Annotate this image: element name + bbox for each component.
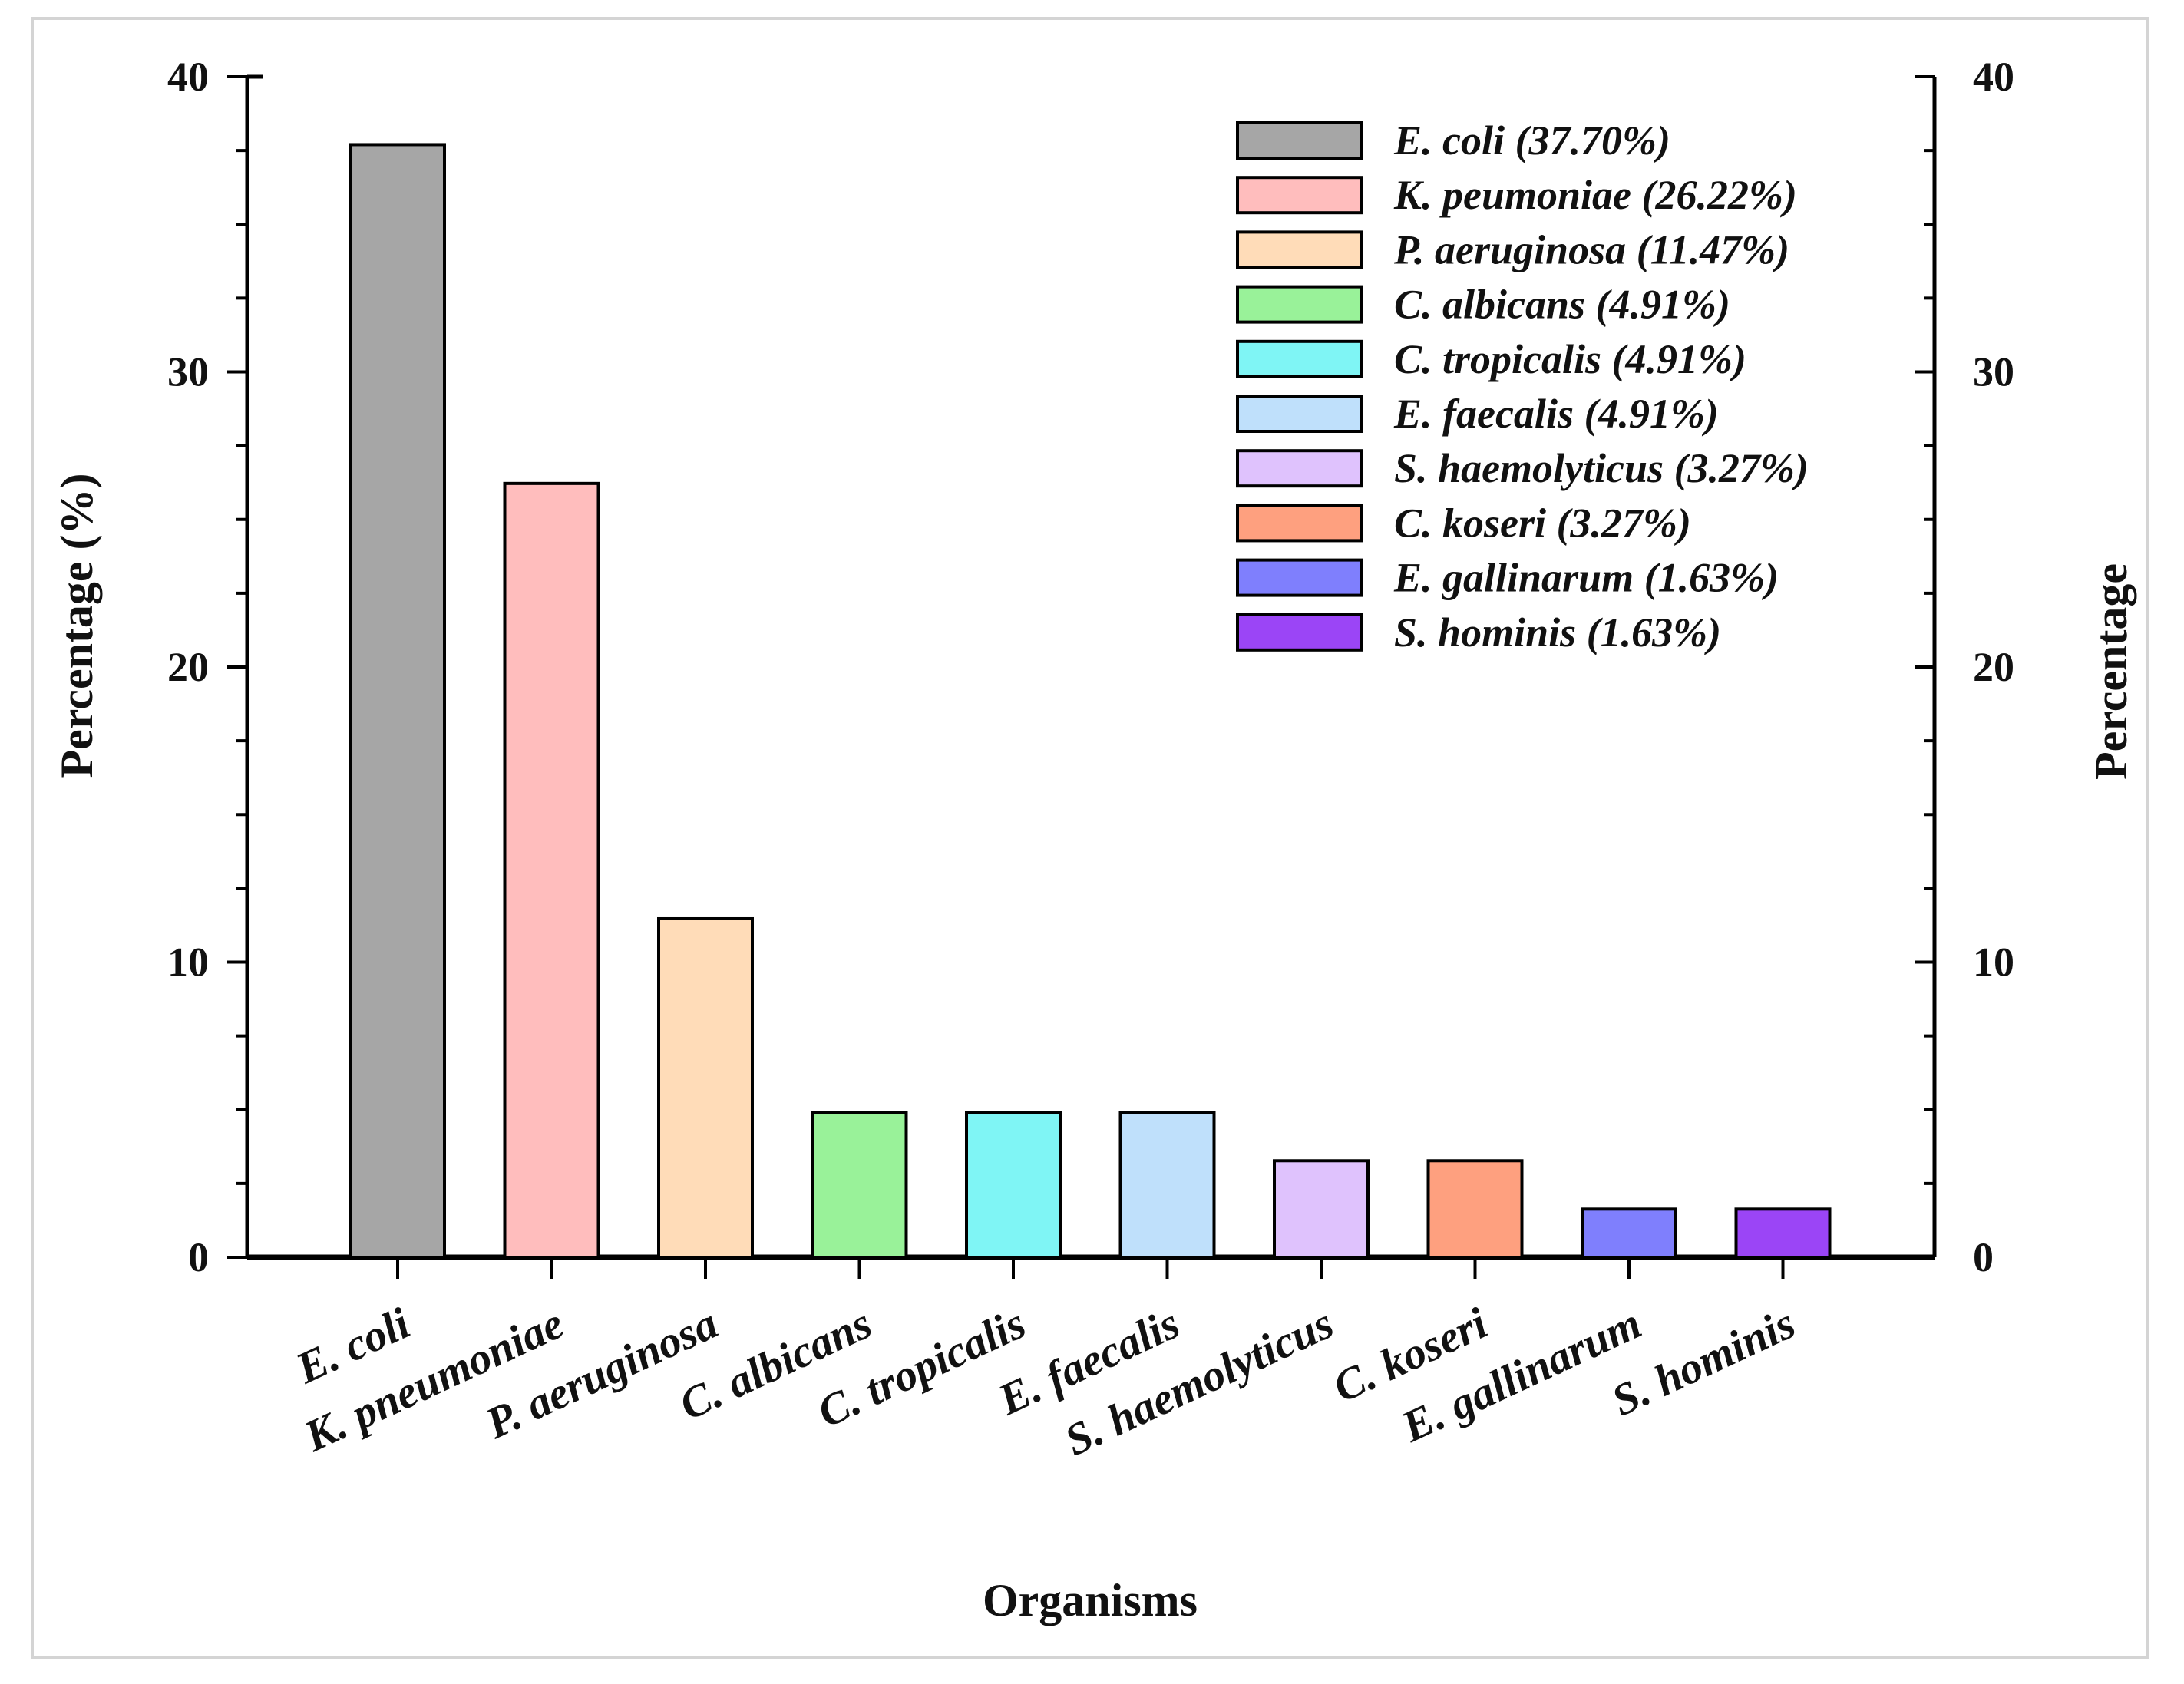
legend-label: E. gallinarum (1.63%) (1393, 555, 1779, 601)
legend-label: C. koseri (3.27%) (1394, 500, 1691, 546)
y-axis-title-right: Percentage (2086, 563, 2136, 780)
legend-swatch (1236, 613, 1363, 652)
legend-label: E. coli (37.70%) (1393, 117, 1670, 163)
y-tick-label-left: 40 (167, 54, 209, 100)
bar-6 (1118, 1111, 1216, 1259)
legend-label: K. peumoniae (26.22%) (1393, 172, 1797, 218)
x-axis-title: Organisms (983, 1575, 1198, 1626)
legend-swatch (1236, 504, 1363, 543)
bar-3 (657, 916, 754, 1260)
legend-swatch (1236, 230, 1363, 269)
bar-1 (349, 143, 446, 1259)
y-tick-label-left: 0 (188, 1234, 209, 1280)
bar-10 (1734, 1207, 1832, 1260)
y-tick-label-right: 20 (1973, 644, 2014, 690)
legend-label: C. tropicalis (4.91%) (1394, 336, 1746, 382)
bar-9 (1581, 1207, 1677, 1260)
chart-bars (349, 143, 1832, 1260)
y-tick-label-left: 30 (167, 349, 209, 395)
y-tick-label-left: 20 (167, 644, 209, 690)
legend-label: S. hominis (1.63%) (1394, 609, 1721, 655)
bar-4 (811, 1111, 908, 1259)
bar-7 (1273, 1159, 1370, 1260)
bar-2 (503, 481, 600, 1259)
y-tick-label-right: 30 (1973, 349, 2014, 395)
bar-5 (965, 1111, 1062, 1259)
legend-swatch (1236, 395, 1363, 433)
legend-swatch (1236, 176, 1363, 215)
y-tick-label-right: 0 (1973, 1234, 1994, 1280)
bar-8 (1426, 1159, 1524, 1260)
legend-label: S. haemolyticus (3.27%) (1394, 445, 1809, 491)
y-axis-title: Percentage (%) (51, 473, 102, 778)
legend-swatch (1236, 558, 1363, 597)
figure-frame (31, 17, 2149, 1659)
y-tick-label-right: 10 (1973, 939, 2014, 986)
legend-swatch (1236, 285, 1363, 324)
legend-label: C. albicans (4.91%) (1394, 282, 1730, 328)
legend-label: P. aeruginosa (11.47%) (1393, 226, 1789, 272)
chart-legend: E. coli (37.70%) K. peumoniae (26.22%) P. … (1236, 117, 1809, 655)
legend-swatch (1236, 449, 1363, 488)
legend-swatch (1236, 339, 1363, 378)
legend-swatch (1236, 121, 1363, 160)
legend-label: E. faecalis (4.91%) (1393, 391, 1719, 437)
y-tick-label-right: 40 (1973, 54, 2014, 100)
y-tick-label-left: 10 (167, 939, 209, 986)
